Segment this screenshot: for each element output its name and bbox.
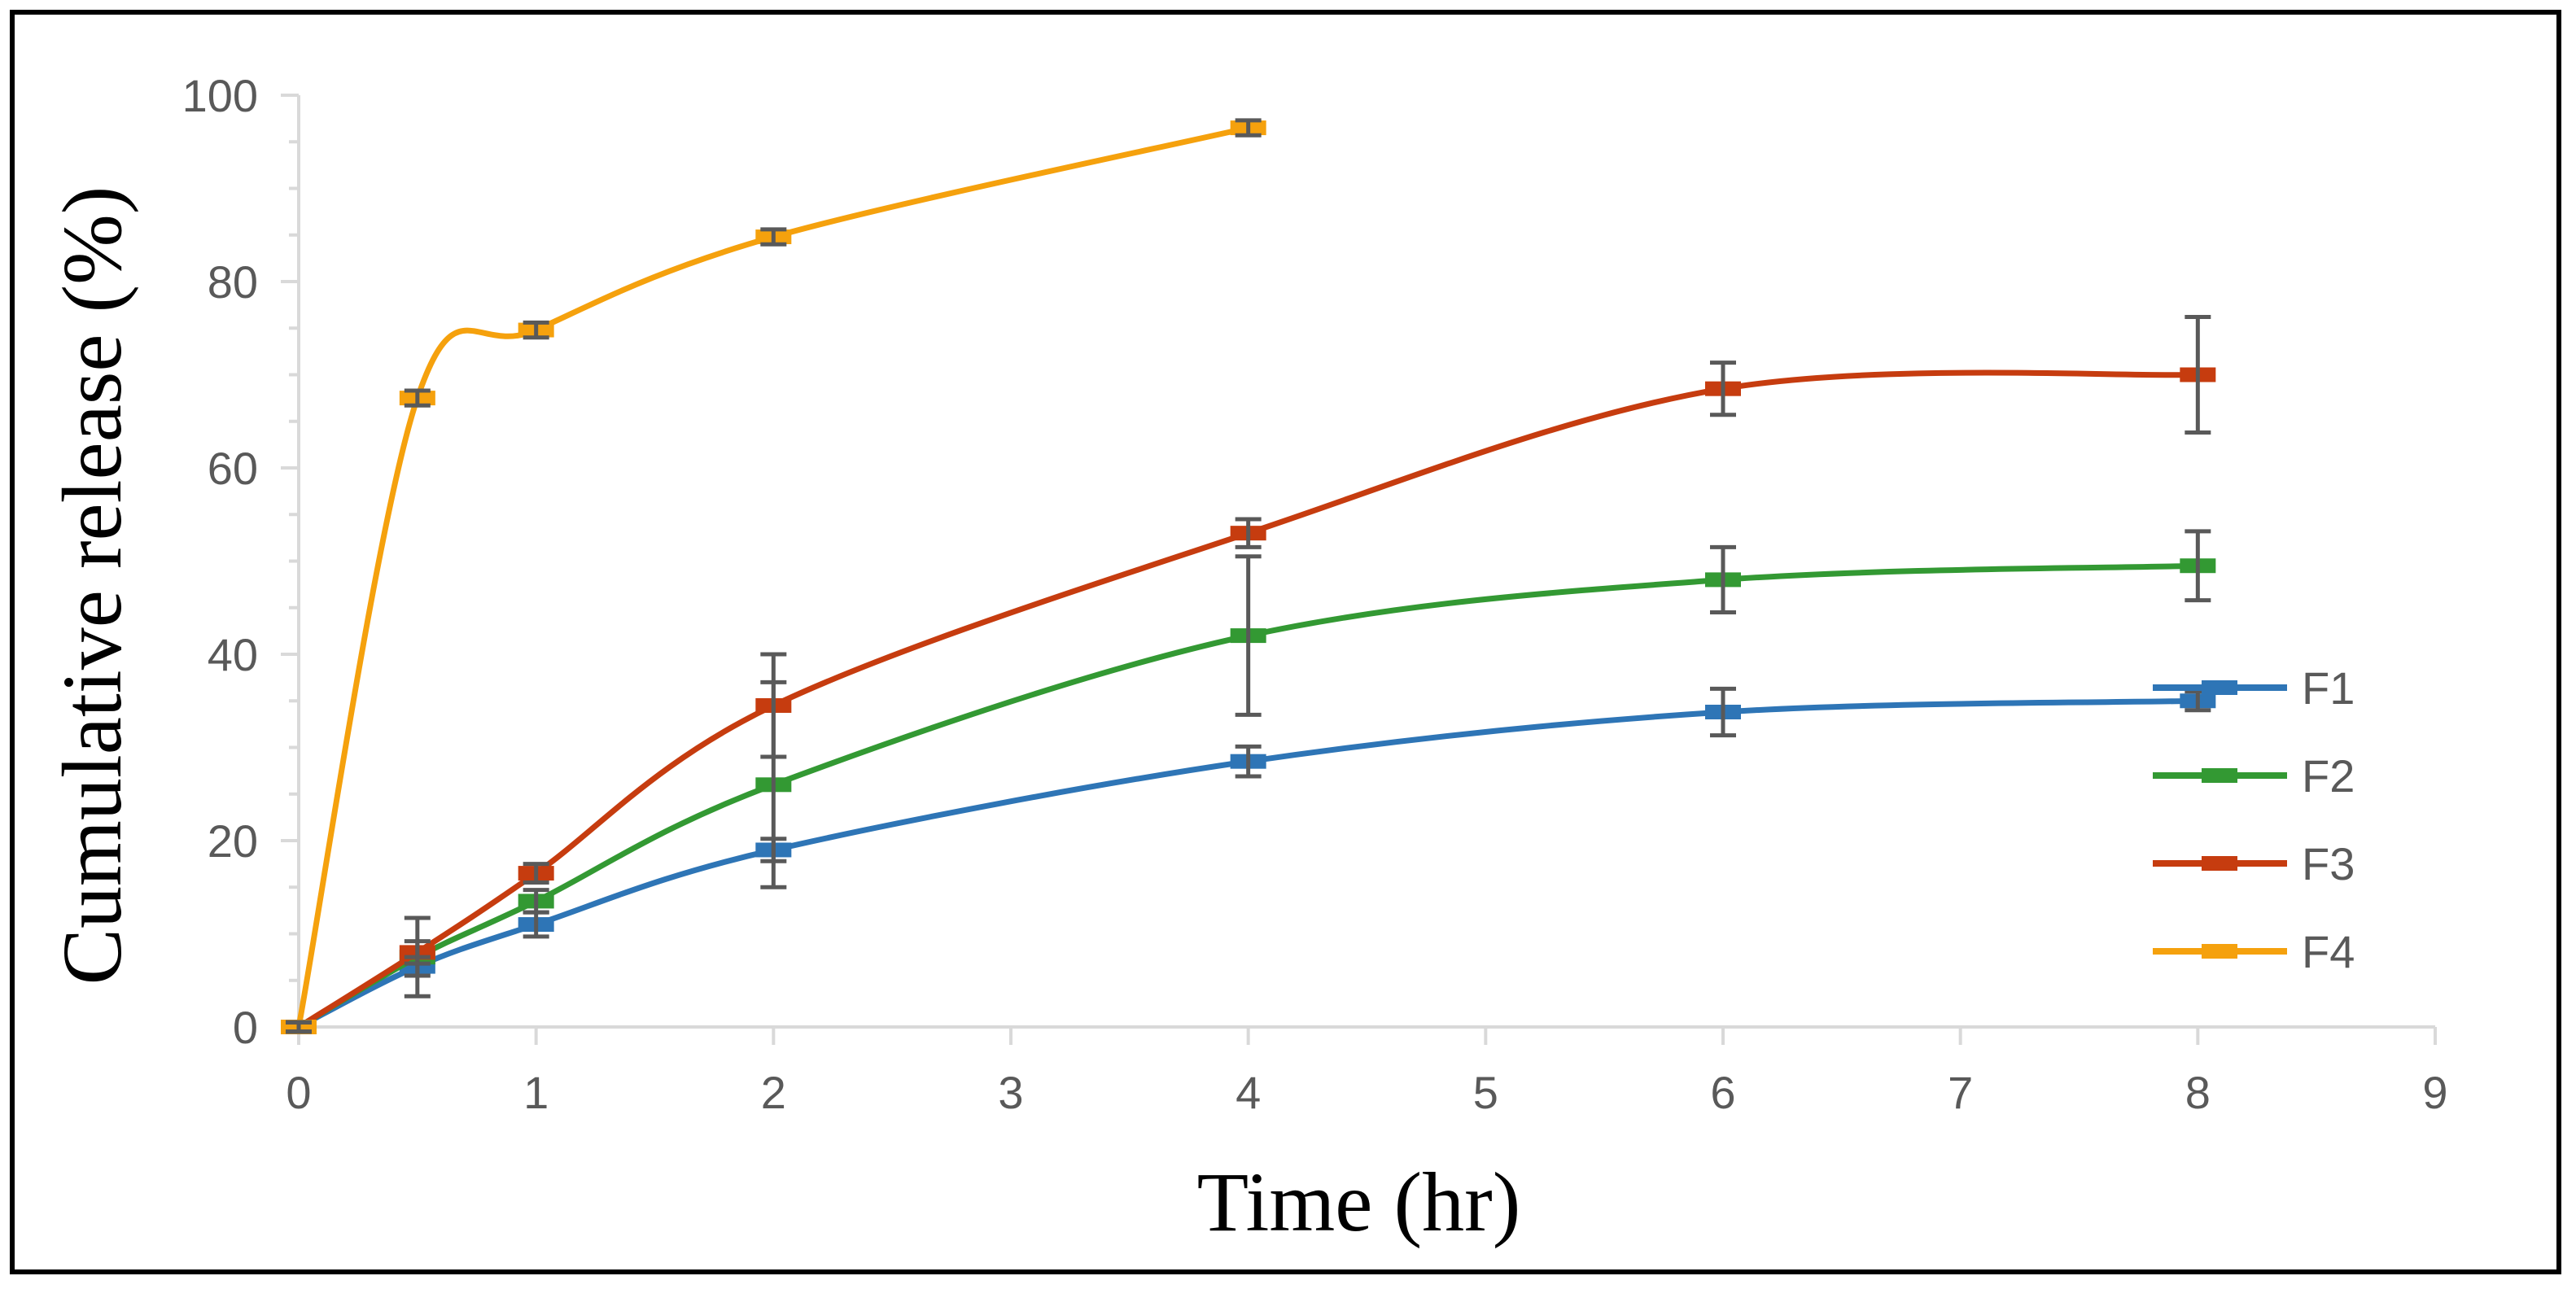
x-tick-label: 2 — [761, 1067, 786, 1118]
legend-marker — [2202, 768, 2237, 783]
y-axis-title: Cumulative release (%) — [46, 186, 139, 985]
x-tick-label: 3 — [998, 1067, 1023, 1118]
axes: 0 20 40 60 80 100 0 1 2 3 4 5 6 7 8 9 — [182, 70, 2448, 1118]
error-bar-f1 — [1710, 686, 1736, 738]
x-tick-label: 1 — [523, 1067, 549, 1118]
error-bar-f4 — [523, 320, 549, 340]
legend-item-f2: F2 — [2153, 750, 2355, 802]
y-tick-label: 0 — [233, 1002, 258, 1053]
error-bars — [286, 118, 2211, 1034]
x-tick-label: 6 — [1710, 1067, 1735, 1118]
x-tick-label: 7 — [1948, 1067, 1973, 1118]
y-tick-label: 100 — [182, 70, 258, 121]
error-bar-f3 — [1710, 360, 1736, 417]
error-bar-f4 — [760, 227, 787, 247]
error-bar-f3 — [2185, 315, 2211, 435]
x-tick-label: 0 — [286, 1067, 311, 1118]
legend-label: F3 — [2302, 838, 2355, 889]
legend-item-f3: F3 — [2153, 838, 2355, 889]
error-bar-f3 — [523, 862, 549, 885]
error-bar-f2 — [1710, 544, 1736, 614]
series-line-f3 — [295, 369, 2201, 1030]
legend-marker — [2202, 680, 2237, 695]
legend-item-f1: F1 — [2153, 662, 2355, 714]
y-tick-label: 40 — [208, 629, 258, 680]
error-bar-f3 — [760, 652, 787, 759]
x-tick-label: 5 — [1473, 1067, 1498, 1118]
error-bar-f1 — [1235, 744, 1262, 779]
legend: F1 F2 F3 F4 — [2153, 662, 2355, 977]
series-line-f2 — [295, 562, 2201, 1030]
series-line-f1 — [295, 697, 2201, 1030]
error-bar-f4 — [1235, 118, 1262, 138]
x-axis-title: Time (hr) — [1197, 1156, 1521, 1249]
error-bar-f2 — [523, 888, 549, 915]
legend-label: F2 — [2302, 750, 2355, 802]
error-bar-f4 — [404, 388, 431, 408]
x-tick-label: 4 — [1236, 1067, 1261, 1118]
y-tick-label: 60 — [208, 443, 258, 494]
x-tick-label: 8 — [2185, 1067, 2211, 1118]
error-bar-f2 — [2185, 529, 2211, 603]
chart-frame — [10, 10, 2561, 1274]
series-line-f4 — [295, 125, 1252, 1030]
legend-label: F1 — [2302, 662, 2355, 714]
legend-item-f4: F4 — [2153, 926, 2355, 977]
error-bar-f3 — [404, 939, 431, 966]
legend-marker — [2202, 856, 2237, 871]
x-tick-label: 9 — [2422, 1067, 2447, 1118]
y-tick-label: 20 — [208, 815, 258, 867]
y-tick-label: 80 — [208, 256, 258, 308]
error-bar-f3 — [1235, 517, 1262, 549]
error-bar-f4 — [286, 1020, 312, 1034]
legend-label: F4 — [2302, 926, 2355, 977]
error-bar-f2 — [1235, 554, 1262, 717]
legend-marker — [2202, 944, 2237, 959]
